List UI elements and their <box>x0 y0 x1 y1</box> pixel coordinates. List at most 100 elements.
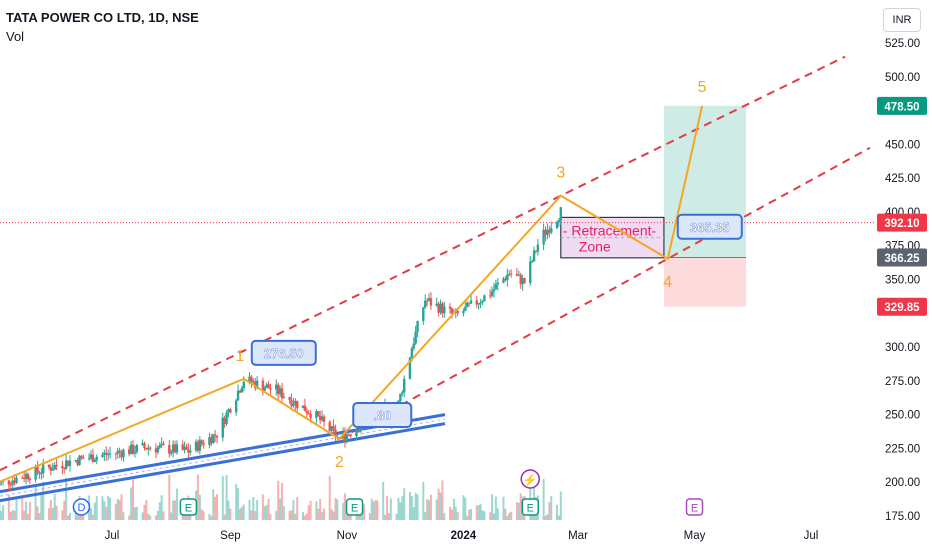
earnings-marker-text: E <box>185 503 192 515</box>
volume-bar <box>462 495 465 520</box>
volume-bar <box>133 507 136 520</box>
candle-body <box>330 426 333 431</box>
volume-bar <box>414 492 417 520</box>
candle-body <box>141 443 144 446</box>
volume-bar <box>80 513 83 520</box>
dividend-marker-text: D <box>77 502 85 514</box>
volume-bar <box>128 515 131 520</box>
volume-bar <box>508 512 511 520</box>
volume-bar <box>23 510 26 520</box>
wave-label-3: 3 <box>556 165 565 182</box>
price-tag-text-stop: 329.85 <box>884 302 920 314</box>
volume-bar <box>38 513 41 520</box>
candle-body <box>127 449 131 455</box>
volume-bar <box>502 496 505 520</box>
candle-body <box>466 302 469 307</box>
price-tick-label: 225.00 <box>885 443 920 455</box>
volume-bar <box>160 495 163 520</box>
volume-bar <box>105 506 108 520</box>
candle-body <box>530 261 534 263</box>
volume-bar <box>189 514 192 520</box>
price-tick-label: 250.00 <box>885 410 920 422</box>
candle-body <box>53 465 56 470</box>
candle-body <box>488 295 492 297</box>
volume-bar <box>248 499 251 520</box>
candle-body <box>334 429 337 438</box>
wave-lines <box>0 105 704 483</box>
volume-bar <box>303 515 306 520</box>
volume-bar <box>347 512 350 520</box>
candle-body <box>15 477 18 483</box>
volume-bar <box>330 509 333 520</box>
volume-bar <box>334 498 337 520</box>
candle-body <box>223 417 226 424</box>
volume-bar <box>240 506 243 520</box>
candle-body <box>269 388 272 390</box>
candle-body <box>317 411 320 416</box>
candle-body <box>290 400 293 407</box>
candle-body <box>502 278 505 283</box>
candle-body <box>292 404 295 407</box>
candle-body <box>548 229 551 233</box>
volume-bar <box>36 506 39 520</box>
candle-body <box>479 302 482 304</box>
candle-body <box>508 273 511 275</box>
candle-body <box>154 448 158 453</box>
candle-body <box>63 468 66 470</box>
candle-body <box>171 444 175 453</box>
volume-bar <box>387 513 390 520</box>
volume-bar <box>483 511 486 520</box>
price-tick-label: 525.00 <box>885 38 920 50</box>
volume-bar <box>282 506 285 520</box>
price-tick-label: 350.00 <box>885 275 920 287</box>
candle-body <box>210 437 213 444</box>
volume-bar <box>546 514 549 520</box>
split-marker-text: ⚡ <box>523 473 538 487</box>
candle-body <box>187 449 190 453</box>
volume-bar <box>437 488 440 520</box>
wave-label-2: 2 <box>335 454 344 471</box>
currency-button[interactable]: INR <box>883 8 921 32</box>
candle-body <box>275 384 278 390</box>
time-tick-label: Sep <box>220 530 240 542</box>
candle-body <box>116 450 119 454</box>
volume-bar <box>550 496 553 520</box>
candle-body <box>523 278 526 284</box>
volume-bar <box>479 504 482 520</box>
price-tick-label: 275.00 <box>885 376 920 388</box>
candle-body <box>13 480 16 483</box>
split-marker <box>520 469 541 489</box>
volume-bar <box>315 501 318 520</box>
candle-body <box>475 300 478 305</box>
volume-bar <box>492 513 495 520</box>
candle-body <box>225 412 228 424</box>
candle-body <box>143 443 146 448</box>
candle-body <box>11 480 14 485</box>
candle-body <box>343 432 347 441</box>
volume-bar <box>61 510 64 520</box>
price-tick-label: 300.00 <box>885 342 920 354</box>
volume-bar <box>456 512 459 520</box>
volume-bar <box>34 485 37 520</box>
candle-body <box>148 447 152 449</box>
volume-bar <box>53 494 56 520</box>
volume-bar <box>256 499 259 520</box>
volume-bar <box>384 514 387 520</box>
volume-bar <box>389 498 392 520</box>
candle-body <box>170 452 173 454</box>
volume-bar <box>368 513 371 520</box>
candle-body <box>357 430 360 433</box>
stop-zone <box>663 257 747 307</box>
price-tick-label: 425.00 <box>885 173 920 185</box>
candle-body <box>101 454 104 457</box>
volume-bar <box>225 475 228 520</box>
wave-label-1: 1 <box>235 348 244 365</box>
candle-body <box>34 466 37 480</box>
volume-bar <box>344 493 346 520</box>
volume-bar <box>235 484 238 520</box>
candle-body <box>422 307 425 322</box>
volume-bar <box>11 509 14 520</box>
volume-bar <box>91 514 94 520</box>
candle-body <box>185 446 188 450</box>
